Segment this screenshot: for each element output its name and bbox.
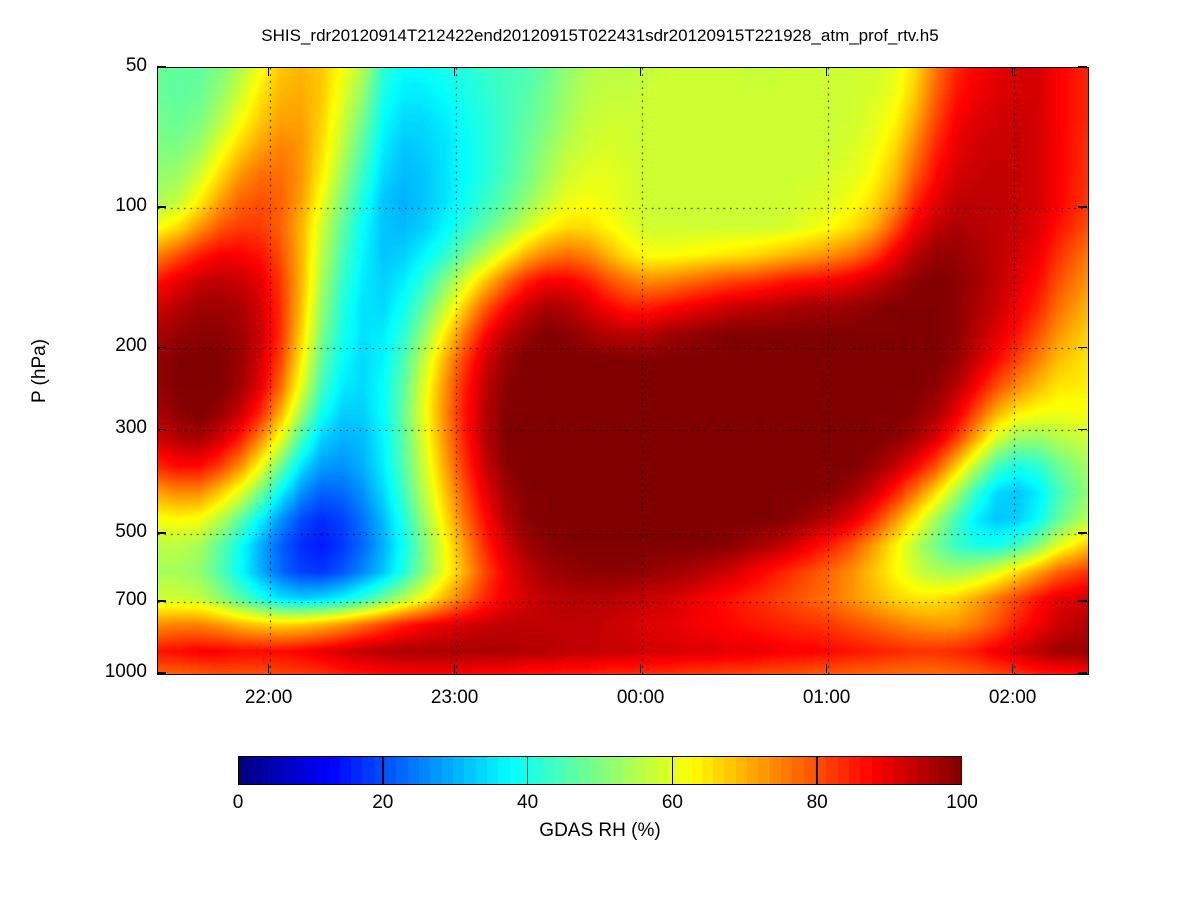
colorbar bbox=[238, 756, 962, 785]
page-title: SHIS_rdr20120914T212422end20120915T02243… bbox=[261, 26, 939, 45]
y-tick-mark bbox=[157, 346, 166, 349]
y-tick-mark bbox=[1078, 600, 1087, 602]
x-tick-label: 01:00 bbox=[802, 687, 851, 708]
y-tick-label: 100 bbox=[115, 195, 147, 217]
colorbar-tick-mark bbox=[382, 756, 384, 785]
y-tick-mark bbox=[157, 532, 166, 534]
x-tick-mark bbox=[1011, 67, 1014, 76]
x-tick-mark bbox=[453, 67, 456, 76]
colorbar-tick-mark bbox=[671, 756, 674, 785]
colorbar-tick-label: 0 bbox=[232, 792, 244, 813]
colorbar-tick-label: 60 bbox=[661, 792, 683, 813]
x-tick-mark bbox=[453, 664, 456, 673]
grid-overlay bbox=[158, 68, 1088, 674]
x-tick-label: 00:00 bbox=[616, 687, 665, 708]
colorbar-label: GDAS RH (%) bbox=[539, 820, 661, 841]
x-tick-mark bbox=[267, 664, 270, 673]
y-tick-mark bbox=[157, 66, 166, 68]
y-tick-label: 500 bbox=[115, 520, 147, 542]
x-tick-mark bbox=[267, 67, 270, 76]
y-tick-mark bbox=[1078, 66, 1087, 68]
x-tick-mark bbox=[639, 664, 642, 673]
y-tick-mark bbox=[1078, 346, 1087, 349]
x-tick-mark bbox=[825, 664, 828, 673]
y-tick-mark bbox=[157, 206, 166, 208]
y-tick-mark bbox=[157, 428, 166, 431]
y-tick-mark bbox=[157, 600, 166, 602]
y-tick-label: 50 bbox=[125, 55, 147, 76]
heatmap-axes bbox=[157, 67, 1089, 675]
x-tick-label: 02:00 bbox=[988, 687, 1037, 708]
y-tick-mark bbox=[1078, 672, 1087, 674]
colorbar-tick-mark bbox=[816, 756, 818, 785]
y-tick-label: 1000 bbox=[104, 661, 147, 682]
x-tick-label: 23:00 bbox=[430, 687, 479, 708]
y-tick-mark bbox=[1078, 428, 1087, 431]
y-tick-label: 700 bbox=[115, 588, 147, 610]
x-tick-label: 22:00 bbox=[244, 687, 293, 708]
y-tick-label: 200 bbox=[115, 335, 147, 357]
colorbar-tick-label: 40 bbox=[517, 792, 539, 813]
x-tick-mark bbox=[825, 67, 828, 76]
y-axis-label: P (hPa) bbox=[29, 338, 50, 404]
colorbar-tick-mark bbox=[526, 756, 529, 785]
colorbar-tick-label: 100 bbox=[946, 792, 978, 813]
x-tick-mark bbox=[639, 67, 642, 76]
y-tick-mark bbox=[1078, 206, 1087, 208]
y-tick-mark bbox=[157, 672, 166, 674]
colorbar-tick-label: 80 bbox=[806, 792, 828, 813]
colorbar-gradient bbox=[238, 756, 962, 785]
y-tick-label: 300 bbox=[115, 417, 147, 439]
colorbar-tick-label: 20 bbox=[372, 792, 394, 813]
x-tick-mark bbox=[1011, 664, 1014, 673]
y-tick-mark bbox=[1078, 532, 1087, 534]
